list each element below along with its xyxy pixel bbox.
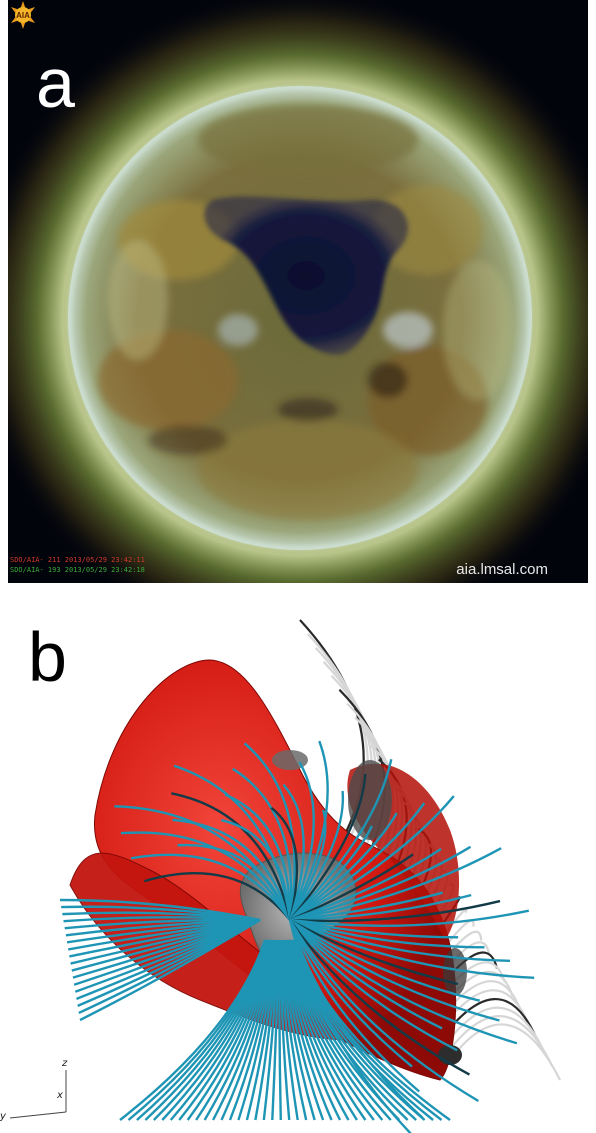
open-field-line — [172, 818, 292, 921]
axis-label-z: z — [62, 1058, 68, 1069]
open-field-line — [289, 919, 443, 1030]
panel-label-a: a — [36, 44, 75, 122]
open-field-line — [289, 773, 367, 921]
open-field-line — [289, 918, 485, 949]
open-field-line — [289, 795, 455, 922]
open-field-line — [289, 891, 443, 922]
open-field-line — [271, 939, 281, 1121]
open-field-line — [289, 919, 518, 1045]
open-field-line — [289, 812, 398, 921]
open-field-line — [254, 939, 279, 1121]
instrument-caption-193: SDO/AIA- 193 2013/05/29 23:42:18 — [10, 566, 145, 574]
open-field-line — [289, 918, 511, 963]
open-field-line — [130, 853, 291, 921]
panel-a-solar-image: a SDO/AIA- 211 2013/05/29 23:42:11 SDO/A… — [8, 0, 588, 583]
open-field-line — [289, 918, 535, 980]
panel-b-field-model: b z x y — [0, 600, 596, 1133]
open-field-line — [171, 792, 292, 921]
open-field-line — [203, 939, 274, 1121]
closed-field-line — [449, 1023, 561, 1081]
open-field-line — [289, 893, 472, 922]
open-field-line — [289, 825, 373, 921]
open-field-line — [289, 918, 459, 939]
open-field-line — [270, 806, 299, 921]
open-field-line — [289, 847, 442, 922]
open-field-line — [289, 802, 426, 922]
axis-label-y: y — [0, 1111, 6, 1122]
open-field-line — [186, 939, 273, 1121]
open-field-line — [220, 818, 292, 921]
aia-logo-icon: AIA — [11, 1, 35, 29]
open-field-line — [245, 939, 278, 1121]
panel-label-b: b — [28, 618, 67, 696]
open-field-line — [293, 939, 451, 1121]
active-region-texture — [98, 105, 513, 520]
magnetic-field-model-illustration — [9, 619, 561, 1133]
open-field-line — [120, 831, 292, 921]
open-field-line — [224, 793, 292, 921]
sun-disk-illustration — [8, 0, 588, 583]
open-field-line — [262, 939, 280, 1121]
open-field-line — [282, 783, 305, 921]
closed-field-line — [299, 619, 365, 861]
coronal-hole-dark-region — [204, 196, 408, 355]
axis-label-x: x — [57, 1090, 63, 1101]
open-field-line — [288, 919, 420, 1093]
open-field-line — [288, 761, 315, 921]
open-field-line — [169, 939, 271, 1121]
open-field-line — [220, 939, 276, 1121]
open-field-line — [288, 919, 413, 1068]
open-field-line — [288, 919, 480, 1103]
closed-field-line — [441, 1006, 546, 1053]
open-field-line — [173, 764, 292, 921]
open-field-line — [289, 758, 393, 921]
open-field-line — [288, 809, 327, 921]
open-field-line — [289, 919, 500, 1022]
open-field-line — [289, 919, 458, 1052]
open-field-line — [289, 918, 459, 986]
open-field-line — [289, 847, 502, 922]
open-field-line — [143, 871, 291, 921]
image-credit: aia.lmsal.com — [456, 561, 548, 578]
axis-triad-icon — [9, 1070, 67, 1119]
open-field-line — [177, 843, 292, 921]
open-field-line — [237, 939, 277, 1121]
open-field-lines — [59, 740, 535, 1133]
open-field-line — [114, 805, 292, 921]
open-field-line — [195, 939, 274, 1121]
open-field-line — [232, 767, 293, 921]
open-field-line — [289, 909, 530, 928]
open-field-line — [289, 919, 471, 1076]
open-field-line — [289, 790, 345, 921]
open-field-line — [212, 939, 275, 1121]
closed-field-line — [445, 1015, 554, 1067]
open-field-line — [79, 918, 261, 1022]
open-field-line — [289, 853, 414, 922]
open-field-line — [228, 939, 277, 1121]
open-field-line — [289, 918, 480, 1002]
open-field-line — [289, 845, 472, 922]
open-field-line — [289, 899, 501, 923]
open-field-line — [243, 742, 296, 921]
open-field-line — [178, 939, 272, 1121]
svg-text:AIA: AIA — [16, 11, 30, 20]
instrument-caption-211: SDO/AIA- 211 2013/05/29 23:42:11 — [10, 556, 145, 564]
